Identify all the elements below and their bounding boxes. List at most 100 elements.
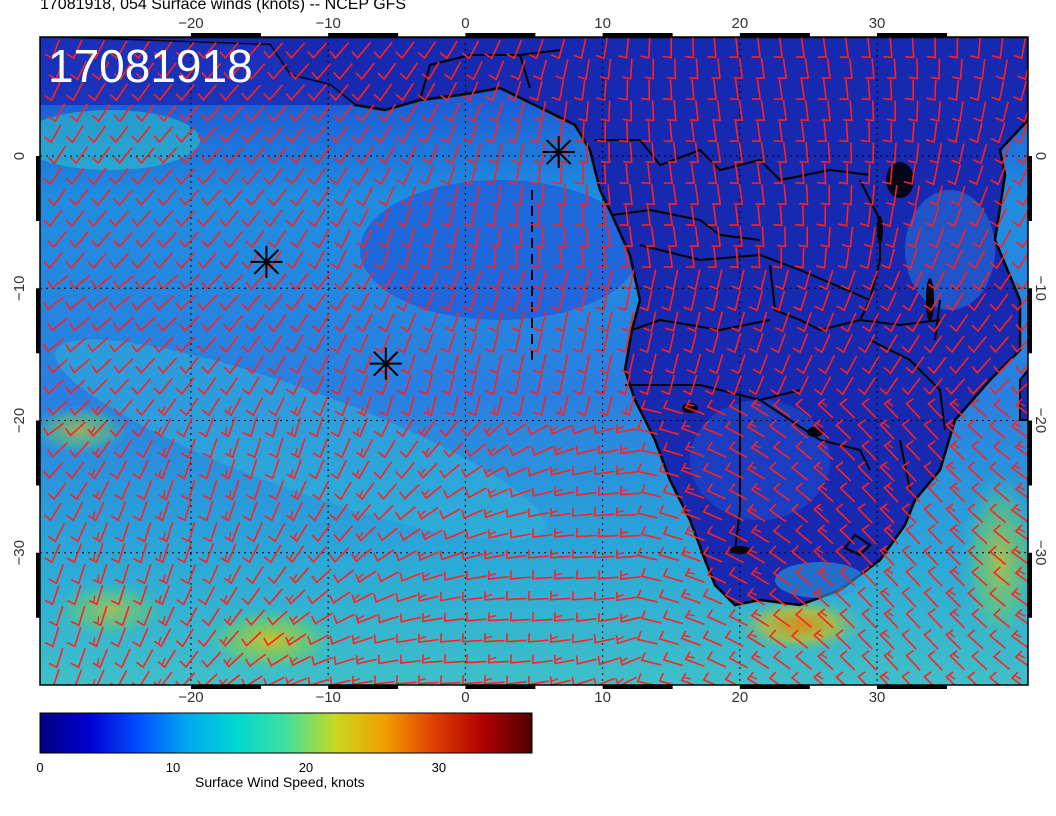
wind-barb [684, 525, 705, 542]
wind-barb [91, 316, 113, 332]
wind-barb [945, 587, 962, 608]
wind-barb [575, 570, 597, 580]
wind-barb [223, 314, 244, 333]
wind-barb [618, 37, 630, 59]
wind-barb [615, 634, 638, 645]
wind-barb [48, 605, 64, 627]
wind-barb [641, 121, 651, 143]
wind-barb [461, 40, 480, 60]
wind-barb [511, 353, 525, 375]
wind-barb [768, 461, 787, 481]
wind-barb [219, 294, 240, 311]
wind-barb [439, 675, 461, 685]
wind-barb [645, 142, 655, 164]
wind-barb [135, 189, 156, 207]
wind-barb [644, 58, 655, 80]
wind-barb [153, 126, 174, 144]
wind-barb [311, 656, 334, 666]
wind-barb [601, 226, 611, 247]
wind-barb [512, 226, 523, 248]
lat-tick-label-right: −10 [1032, 276, 1049, 301]
wind-barb [69, 481, 88, 501]
wind-barb [817, 482, 834, 503]
lat-tick-label-left: −30 [11, 540, 28, 565]
wind-barb [733, 226, 743, 248]
wind-barb [707, 247, 717, 269]
wind-barb [818, 269, 834, 291]
wind-barb [136, 606, 153, 627]
wind-barb [795, 163, 805, 185]
wind-barb [351, 83, 371, 102]
wind-barb [395, 41, 415, 60]
wind-barb [179, 147, 200, 165]
wind-barb [267, 230, 287, 249]
wind-barb [399, 271, 418, 291]
wind-barb [245, 188, 265, 207]
wind-barb [311, 524, 331, 543]
wind-barb [839, 398, 856, 419]
wind-barb [466, 270, 483, 291]
wind-barb [65, 337, 87, 353]
wind-barb [619, 613, 641, 623]
wind-barb [663, 205, 674, 226]
wind-barb [377, 483, 398, 501]
wind-barb [768, 587, 787, 607]
wind-barb [507, 332, 521, 354]
wind-barb [790, 587, 809, 607]
wind-barb [311, 187, 331, 207]
wind-barb [667, 100, 677, 122]
wind-barb [242, 543, 260, 564]
wind-barb [665, 353, 679, 375]
wind-barb [461, 464, 483, 479]
wind-barb [905, 524, 921, 545]
wind-barb [549, 549, 571, 559]
wind-barb [223, 565, 242, 585]
wind-barb [1014, 566, 1028, 586]
wind-barb [399, 62, 419, 81]
wind-barb [245, 147, 266, 165]
wind-barb [69, 441, 90, 459]
wind-barb [640, 568, 662, 582]
wind-barb [421, 654, 443, 664]
wind-barb [620, 570, 641, 580]
wind-barb [264, 501, 281, 522]
wind-barb [512, 184, 524, 206]
wind-barb [972, 143, 988, 165]
wind-barb [533, 311, 547, 333]
wind-barb [751, 79, 762, 100]
wind-barb [640, 400, 662, 414]
wind-barb [179, 315, 200, 332]
wind-barb [992, 398, 1011, 418]
wind-barb [422, 270, 439, 291]
wind-barb [593, 634, 615, 644]
wind-barb [158, 438, 175, 459]
wind-barb [773, 37, 784, 58]
wind-barb [923, 503, 939, 524]
lon-scale-bar [602, 33, 673, 37]
wind-barb [395, 505, 417, 521]
wind-barb [885, 227, 899, 249]
wind-barb [533, 142, 546, 164]
wind-barb [907, 142, 920, 164]
wind-barb [882, 79, 893, 101]
wind-barb [973, 58, 986, 80]
wind-barb [136, 521, 152, 543]
wind-barb [333, 62, 353, 81]
wind-barb [201, 147, 222, 165]
wind-barb [484, 290, 500, 312]
wind-barb [307, 293, 327, 312]
wind-barb [968, 164, 984, 186]
wind-barb [311, 104, 331, 123]
wind-barb [882, 121, 893, 143]
wind-barb [945, 671, 962, 685]
wind-barb [945, 292, 964, 312]
wind-barb [813, 376, 832, 396]
wind-barb [989, 378, 1010, 395]
wind-barb [817, 566, 834, 587]
wind-barb [553, 654, 575, 665]
wind-barb [263, 42, 284, 60]
wind-barb [645, 226, 656, 247]
wind-barb [774, 354, 791, 375]
wind-barb [730, 311, 746, 333]
